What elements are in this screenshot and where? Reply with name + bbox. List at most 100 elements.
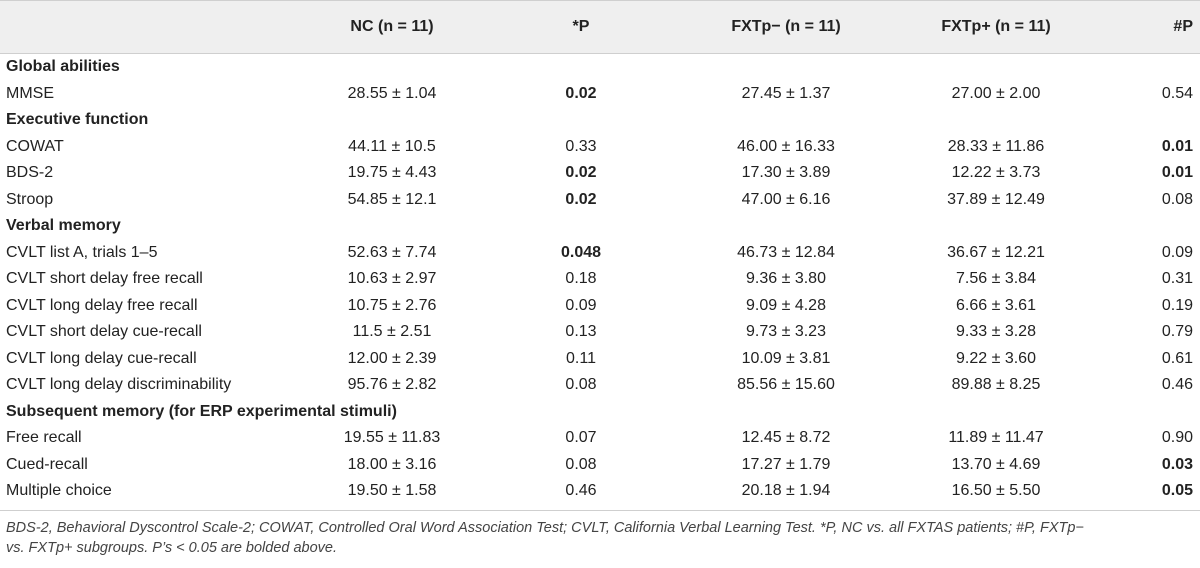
row-label: Free recall — [6, 429, 82, 446]
row-label: CVLT long delay free recall — [6, 296, 198, 314]
table-row: CVLT long delay cue-recall 12.00 ± 2.39 0.… — [0, 346, 1200, 372]
cell-fxtp-minus: 9.09 ± 4.28 — [746, 296, 826, 314]
cell-p-subgroups: 0.09 — [1161, 243, 1193, 261]
cell-fxtp-minus: 17.27 ± 1.79 — [741, 455, 831, 473]
table-bottom-rule — [0, 510, 1200, 511]
cell-p-subgroups: 0.54 — [1161, 84, 1193, 102]
cell-p-subgroups: 0.01 — [1161, 137, 1193, 155]
cell-nc: 95.76 ± 2.82 — [347, 376, 437, 393]
cell-fxtp-plus: 11.89 ± 11.47 — [948, 429, 1044, 446]
section-row: Verbal memory — [0, 213, 1200, 239]
table-row: CVLT list A, trials 1–5 52.63 ± 7.74 0.048… — [0, 240, 1200, 266]
table-header: NC (n = 11) *P FXTp− (n = 11) FXTp+ (n =… — [0, 0, 1200, 54]
cell-p-subgroups: 0.61 — [1161, 349, 1193, 367]
header-p-subgroups: #P — [1173, 18, 1193, 35]
cell-fxtp-plus: 6.66 ± 3.61 — [956, 296, 1036, 314]
cell-p-subgroups: 0.46 — [1161, 376, 1193, 393]
cell-p-subgroups: 0.01 — [1161, 164, 1193, 181]
cell-nc: 44.11 ± 10.5 — [348, 137, 436, 155]
row-label: BDS-2 — [6, 164, 54, 181]
cell-fxtp-minus: 17.30 ± 3.89 — [741, 164, 831, 181]
section-heading: Subsequent memory (for ERP experimental … — [6, 402, 397, 420]
cell-fxtp-plus: 13.70 ± 4.69 — [951, 455, 1041, 473]
cell-fxtp-plus: 36.67 ± 12.21 — [947, 243, 1045, 261]
footnote-line-1: BDS-2, Behavioral Dyscontrol Scale-2; CO… — [6, 520, 1084, 536]
cell-p-nc-vs-fxtas: 0.09 — [565, 296, 597, 314]
table-row: BDS-2 19.75 ± 4.43 0.02 17.30 ± 3.89 12.22 ±… — [0, 160, 1200, 186]
row-label: CVLT long delay cue-recall — [6, 349, 197, 367]
cell-p-subgroups: 0.03 — [1161, 455, 1193, 473]
cell-fxtp-minus: 27.45 ± 1.37 — [741, 84, 831, 102]
cell-fxtp-minus: 85.56 ± 15.60 — [737, 376, 835, 393]
section-heading: Executive function — [6, 111, 149, 128]
cell-nc: 10.63 ± 2.97 — [347, 270, 437, 287]
cell-p-nc-vs-fxtas: 0.02 — [565, 84, 597, 102]
row-label: COWAT — [6, 137, 64, 155]
cell-p-nc-vs-fxtas: 0.02 — [565, 190, 597, 208]
cell-nc: 19.55 ± 11.83 — [343, 429, 441, 446]
row-label: Stroop — [6, 190, 54, 208]
cell-nc: 54.85 ± 12.1 — [347, 190, 437, 208]
cell-nc: 11.5 ± 2.51 — [352, 323, 432, 340]
cell-fxtp-minus: 47.00 ± 6.16 — [741, 190, 831, 208]
cell-p-nc-vs-fxtas: 0.33 — [565, 137, 597, 155]
cell-p-nc-vs-fxtas: 0.08 — [565, 376, 597, 393]
cell-p-nc-vs-fxtas: 0.07 — [565, 429, 597, 446]
cell-p-subgroups: 0.08 — [1161, 190, 1193, 208]
section-row: Executive function — [0, 107, 1200, 133]
cell-nc: 10.75 ± 2.76 — [347, 296, 437, 314]
table-row: Stroop 54.85 ± 12.1 0.02 47.00 ± 6.16 37.89 … — [0, 187, 1200, 213]
section-row: Global abilities — [0, 54, 1200, 80]
cell-p-nc-vs-fxtas: 0.08 — [565, 455, 597, 473]
cell-fxtp-plus: 27.00 ± 2.00 — [951, 84, 1041, 102]
table-footnote: BDS-2, Behavioral Dyscontrol Scale-2; CO… — [6, 518, 1196, 558]
cell-fxtp-minus: 9.73 ± 3.23 — [746, 323, 826, 340]
table-row: COWAT 44.11 ± 10.5 0.33 46.00 ± 16.33 28.33 … — [0, 134, 1200, 160]
cell-p-subgroups: 0.31 — [1161, 270, 1193, 287]
cell-nc: 19.50 ± 1.58 — [347, 482, 437, 499]
section-heading: Verbal memory — [6, 217, 121, 234]
cell-p-nc-vs-fxtas: 0.02 — [565, 164, 597, 181]
cell-p-nc-vs-fxtas: 0.048 — [560, 243, 602, 261]
cell-fxtp-minus: 10.09 ± 3.81 — [741, 349, 831, 367]
cell-nc: 19.75 ± 4.43 — [347, 164, 437, 181]
header-fxtp-plus: FXTp+ (n = 11) — [941, 18, 1051, 35]
cell-p-subgroups: 0.79 — [1161, 323, 1193, 340]
cell-p-subgroups: 0.05 — [1161, 482, 1193, 499]
footnote-line-2: vs. FXTp+ subgroups. P’s < 0.05 are bold… — [6, 540, 338, 556]
row-label: Multiple choice — [6, 482, 112, 499]
table-row: Cued-recall 18.00 ± 3.16 0.08 17.27 ± 1.79 1… — [0, 452, 1200, 478]
table-row: CVLT long delay free recall 10.75 ± 2.76 0… — [0, 293, 1200, 319]
cell-p-subgroups: 0.19 — [1161, 296, 1193, 314]
cell-fxtp-plus: 7.56 ± 3.84 — [956, 270, 1036, 287]
cell-p-nc-vs-fxtas: 0.18 — [565, 270, 597, 287]
table-row: Free recall 19.55 ± 11.83 0.07 12.45 ± 8.72… — [0, 425, 1200, 451]
row-label: CVLT list A, trials 1–5 — [6, 243, 158, 261]
cell-fxtp-minus: 46.73 ± 12.84 — [737, 243, 835, 261]
row-label: CVLT short delay free recall — [6, 270, 203, 287]
cell-fxtp-plus: 37.89 ± 12.49 — [947, 190, 1045, 208]
row-label: CVLT long delay discriminability — [6, 376, 232, 393]
cell-p-nc-vs-fxtas: 0.13 — [565, 323, 597, 340]
cell-nc: 52.63 ± 7.74 — [347, 243, 437, 261]
cell-fxtp-minus: 9.36 ± 3.80 — [746, 270, 826, 287]
table-row: CVLT short delay free recall 10.63 ± 2.97… — [0, 266, 1200, 292]
cell-p-nc-vs-fxtas: 0.11 — [566, 349, 596, 367]
row-label: MMSE — [6, 84, 54, 102]
cell-fxtp-plus: 16.50 ± 5.50 — [951, 482, 1041, 499]
header-fxtp-minus: FXTp− (n = 11) — [731, 18, 841, 35]
section-heading: Global abilities — [6, 58, 120, 75]
cell-p-subgroups: 0.90 — [1161, 429, 1193, 446]
cell-fxtp-plus: 9.22 ± 3.60 — [956, 349, 1036, 367]
table-row: CVLT long delay discriminability 95.76 ± … — [0, 372, 1200, 398]
cell-fxtp-plus: 28.33 ± 11.86 — [947, 137, 1045, 155]
row-label: CVLT short delay cue-recall — [6, 323, 202, 340]
cell-fxtp-minus: 46.00 ± 16.33 — [737, 137, 835, 155]
cell-fxtp-minus: 12.45 ± 8.72 — [741, 429, 831, 446]
header-nc: NC (n = 11) — [350, 18, 434, 35]
cell-nc: 12.00 ± 2.39 — [347, 349, 437, 367]
cell-nc: 18.00 ± 3.16 — [347, 455, 437, 473]
cell-p-nc-vs-fxtas: 0.46 — [565, 482, 597, 499]
header-p-nc-vs-fxtas: *P — [572, 18, 590, 35]
cell-nc: 28.55 ± 1.04 — [347, 84, 437, 102]
